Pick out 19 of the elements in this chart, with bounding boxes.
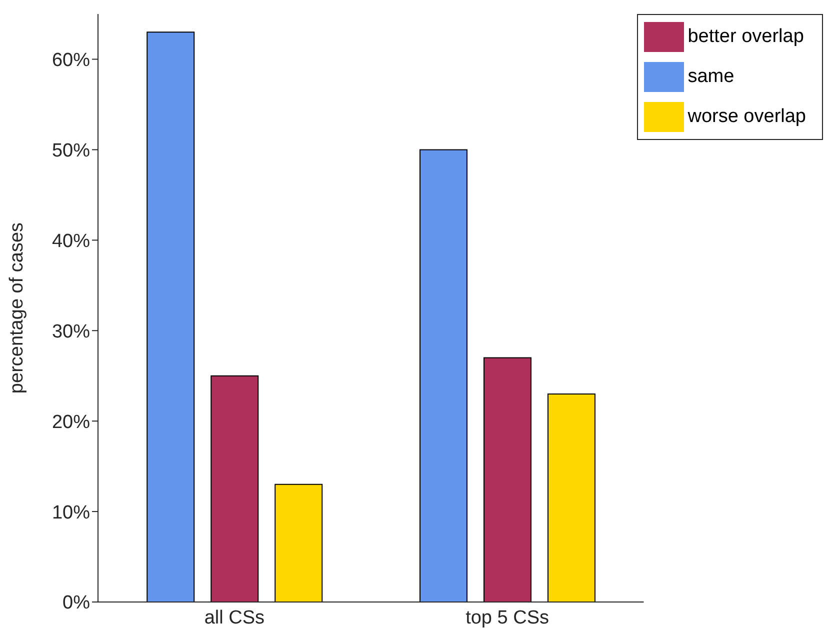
legend-label: same	[688, 66, 734, 88]
x-tick-label: top 5 CSs	[466, 607, 550, 628]
bar	[210, 375, 259, 602]
legend-label: better overlap	[688, 26, 804, 48]
y-tick-label: 50%	[52, 140, 90, 162]
bar	[146, 32, 195, 602]
y-tick-label: 20%	[52, 412, 90, 433]
y-axis-title: percentage of cases	[6, 222, 28, 394]
y-tick-label: 30%	[52, 321, 90, 342]
bar	[547, 393, 596, 602]
x-tick-label: all CSs	[204, 607, 265, 628]
bar	[274, 484, 323, 602]
y-tick-label: 40%	[52, 230, 90, 252]
y-tick-label: 60%	[52, 50, 90, 71]
y-tick-label: 0%	[62, 592, 90, 614]
y-tick-label: 10%	[52, 502, 90, 524]
legend-label: worse overlap	[688, 106, 806, 128]
bar	[483, 357, 532, 602]
bar	[419, 149, 468, 602]
